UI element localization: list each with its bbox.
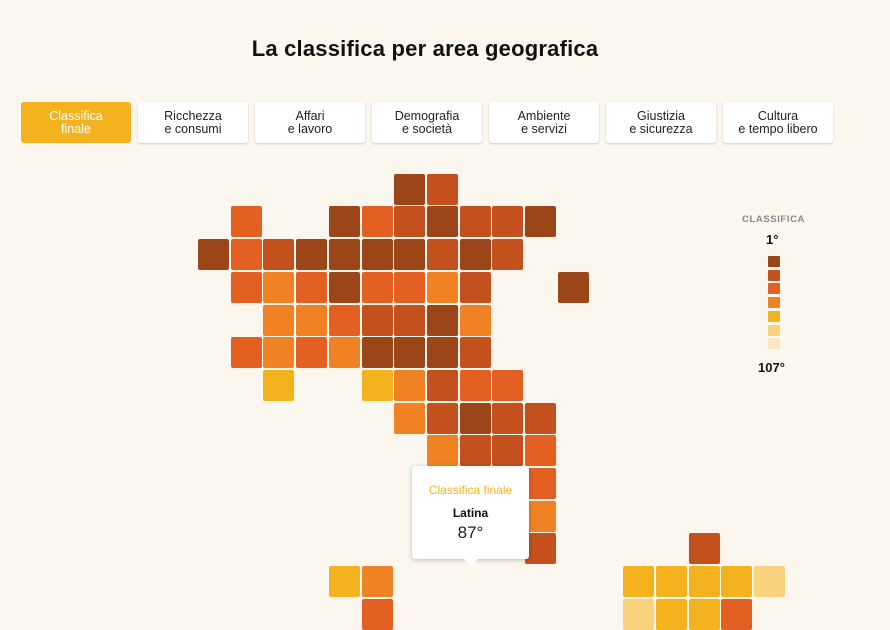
legend-top-label: 1° <box>766 232 779 247</box>
legend-swatch <box>768 283 780 295</box>
province-tile[interactable] <box>492 369 524 401</box>
province-tile[interactable] <box>328 206 360 238</box>
province-tile[interactable] <box>525 402 556 434</box>
province-tile[interactable] <box>459 402 491 434</box>
province-tile[interactable] <box>721 598 753 630</box>
province-tile[interactable] <box>296 337 328 369</box>
province-tile[interactable] <box>198 239 229 271</box>
legend-swatch <box>768 256 780 267</box>
tab-ambiente-servizi[interactable]: Ambiente e servizi <box>489 102 599 143</box>
legend-title: CLASSIFICA <box>742 214 805 225</box>
province-tile[interactable] <box>361 239 393 271</box>
province-tile[interactable] <box>361 206 393 238</box>
province-tile[interactable] <box>394 239 426 271</box>
tab-ricchezza-consumi[interactable]: Ricchezza e consumi <box>138 102 248 143</box>
province-tile[interactable] <box>263 337 295 369</box>
province-tile[interactable] <box>492 402 524 434</box>
province-tile[interactable] <box>623 566 655 598</box>
legend-swatch <box>768 310 780 322</box>
province-tile[interactable] <box>328 239 360 271</box>
province-tile[interactable] <box>525 500 556 532</box>
legend-swatch <box>768 324 780 336</box>
province-tile[interactable] <box>459 239 491 271</box>
province-tile[interactable] <box>426 304 458 336</box>
province-tile[interactable] <box>328 271 360 303</box>
province-tile[interactable] <box>328 304 360 336</box>
province-tile[interactable] <box>655 566 687 598</box>
province-tile[interactable] <box>492 435 524 467</box>
province-tile[interactable] <box>459 369 491 401</box>
province-tile[interactable] <box>426 435 458 467</box>
province-tile[interactable] <box>361 598 393 630</box>
tooltip-title: Classifica finale <box>428 483 513 497</box>
province-tile[interactable] <box>525 206 556 238</box>
tooltip-rank: 87° <box>457 523 484 542</box>
province-tile[interactable] <box>328 566 360 598</box>
legend-swatch <box>768 269 780 281</box>
province-tile[interactable] <box>426 369 458 401</box>
province-tile[interactable] <box>688 598 720 630</box>
province-tile[interactable] <box>394 304 426 336</box>
province-tile[interactable] <box>296 304 328 336</box>
province-tile[interactable] <box>459 304 491 336</box>
province-tile[interactable] <box>394 337 426 369</box>
province-tile[interactable] <box>492 239 524 271</box>
province-tile[interactable] <box>721 566 753 598</box>
province-tile[interactable] <box>361 566 393 598</box>
province-tile[interactable] <box>328 337 360 369</box>
tab-giustizia-sicurezza[interactable]: Giustizia e sicurezza <box>606 102 716 143</box>
legend-swatch <box>768 338 780 350</box>
province-tile[interactable] <box>753 566 785 598</box>
tooltip-province-name: Latina <box>452 506 489 520</box>
province-tile[interactable] <box>426 271 458 303</box>
province-tile[interactable] <box>459 206 491 238</box>
province-tile[interactable] <box>230 206 262 238</box>
province-tile[interactable] <box>426 173 458 205</box>
legend-swatch <box>768 297 780 309</box>
province-tile[interactable] <box>263 369 295 401</box>
province-tile[interactable] <box>394 173 426 205</box>
province-tile[interactable] <box>394 369 426 401</box>
tab-affari-lavoro[interactable]: Affari e lavoro <box>255 102 365 143</box>
province-tile[interactable] <box>525 533 556 565</box>
province-tooltip: Classifica finale Latina 87° <box>412 466 529 566</box>
page-title: La classifica per area geografica <box>251 36 599 61</box>
province-tile[interactable] <box>426 337 458 369</box>
tab-demografia-societa[interactable]: Demografia e società <box>372 102 482 143</box>
tab-classifica-finale[interactable]: Classifica finale <box>21 102 131 143</box>
province-tile[interactable] <box>688 566 720 598</box>
province-tile[interactable] <box>623 598 655 630</box>
province-tile[interactable] <box>655 598 687 630</box>
province-tile[interactable] <box>230 337 262 369</box>
province-tile[interactable] <box>394 402 426 434</box>
tab-cultura-tempo-libero[interactable]: Cultura e tempo libero <box>723 102 833 143</box>
category-tabs: Classifica finale Ricchezza e consumi Af… <box>21 102 833 143</box>
province-tile[interactable] <box>557 271 589 303</box>
province-tile[interactable] <box>394 206 426 238</box>
province-tile[interactable] <box>296 271 328 303</box>
province-tile[interactable] <box>263 239 295 271</box>
province-tile[interactable] <box>525 468 556 499</box>
province-tile[interactable] <box>361 369 393 401</box>
province-tile[interactable] <box>230 271 262 303</box>
province-tile[interactable] <box>394 271 426 303</box>
province-tile[interactable] <box>459 435 491 467</box>
province-tile[interactable] <box>492 206 524 238</box>
province-tile[interactable] <box>361 337 393 369</box>
province-tile[interactable] <box>230 239 262 271</box>
province-tile[interactable] <box>426 206 458 238</box>
province-tile[interactable] <box>459 271 491 303</box>
province-tile[interactable] <box>263 304 295 336</box>
province-tile[interactable] <box>296 239 328 271</box>
province-tile[interactable] <box>459 337 491 369</box>
province-tile[interactable] <box>688 533 720 565</box>
province-tile[interactable] <box>361 304 393 336</box>
province-tile[interactable] <box>361 271 393 303</box>
province-tile[interactable] <box>426 239 458 271</box>
province-tile[interactable] <box>525 435 556 467</box>
legend-bottom-label: 107° <box>758 360 785 375</box>
province-tile[interactable] <box>263 271 295 303</box>
province-tile[interactable] <box>426 402 458 434</box>
